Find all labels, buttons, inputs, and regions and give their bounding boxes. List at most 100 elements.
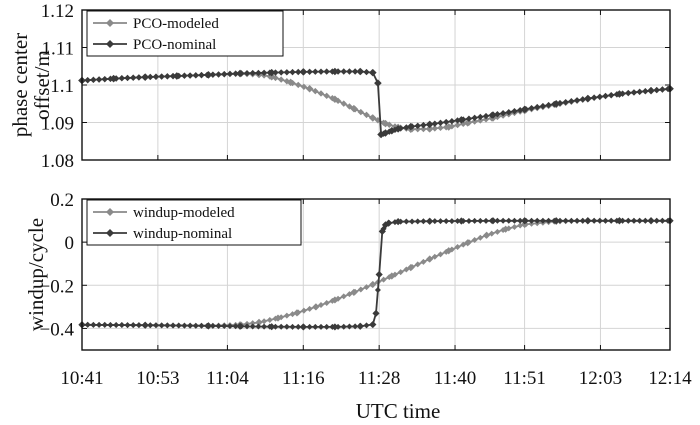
data-point <box>317 68 325 75</box>
data-point <box>352 323 359 330</box>
data-point <box>186 72 194 79</box>
data-point <box>556 99 564 107</box>
data-point <box>545 217 552 224</box>
data-point <box>642 88 649 95</box>
data-point <box>267 68 276 77</box>
data-point <box>602 217 609 224</box>
legend-entry: PCO-modeled <box>93 16 219 32</box>
series-PCO-nominal <box>78 67 674 139</box>
data-point <box>471 237 478 244</box>
data-point <box>425 120 434 129</box>
pco-y-ticks: 1.08 1.09 1.1 1.11 1.12 <box>41 1 671 172</box>
data-point <box>407 263 415 272</box>
data-point <box>158 322 165 329</box>
data-point <box>647 217 655 225</box>
data-point <box>249 323 256 330</box>
data-point <box>350 288 358 297</box>
data-point <box>289 323 296 330</box>
windup-axes-frame <box>81 198 671 351</box>
data-point <box>425 125 434 133</box>
data-point <box>457 217 465 225</box>
data-point <box>181 322 188 329</box>
data-point <box>312 303 320 311</box>
data-point <box>369 320 377 329</box>
legend-entry: PCO-nominal <box>93 37 216 53</box>
data-point <box>426 217 434 225</box>
data-point <box>494 228 501 235</box>
data-point <box>173 72 181 80</box>
data-point <box>340 293 347 300</box>
data-point <box>409 218 416 225</box>
data-point <box>596 217 603 224</box>
data-point <box>323 323 330 330</box>
data-point <box>306 68 313 75</box>
data-point <box>277 69 285 76</box>
data-point <box>636 88 643 96</box>
data-point <box>653 217 660 224</box>
data-point <box>477 234 484 241</box>
data-point <box>369 114 377 122</box>
data-point <box>260 69 268 77</box>
data-point <box>477 117 484 124</box>
pco-panel: 1.08 1.09 1.1 1.11 1.12 phase centeroffset/m… <box>8 1 674 172</box>
data-point <box>596 93 604 100</box>
data-point <box>363 322 370 329</box>
data-point <box>331 67 339 76</box>
data-point <box>267 72 276 81</box>
windup-y-ticks: −0.4 −0.2 0 0.2 <box>40 190 671 350</box>
data-point <box>198 71 205 79</box>
data-point <box>608 217 615 224</box>
data-point <box>375 270 383 279</box>
data-point <box>516 106 524 114</box>
data-point <box>653 86 660 94</box>
data-point <box>147 322 154 329</box>
data-point <box>444 123 453 131</box>
data-point <box>489 217 497 225</box>
y-tick-label: −0.4 <box>40 319 75 340</box>
data-point <box>584 94 592 103</box>
data-point <box>477 217 484 224</box>
windup-legend: windup-modeled windup-nominal <box>86 199 302 246</box>
x-tick-label: 12:14 <box>648 368 692 389</box>
data-point <box>378 227 386 235</box>
data-point <box>135 322 142 329</box>
data-point <box>323 92 330 100</box>
x-tick-label: 12:03 <box>579 368 622 389</box>
data-point <box>255 69 262 77</box>
data-point <box>482 116 490 123</box>
data-point <box>590 94 598 101</box>
data-point <box>579 217 586 224</box>
data-point <box>562 217 569 224</box>
data-point <box>584 217 592 225</box>
data-point <box>573 97 581 104</box>
data-point <box>471 114 478 122</box>
data-point <box>147 73 154 81</box>
data-point <box>465 115 473 122</box>
data-point <box>272 323 279 330</box>
data-point <box>243 70 251 77</box>
data-point <box>552 99 560 108</box>
data-point <box>414 261 421 268</box>
legend-box <box>86 199 302 246</box>
data-point <box>209 71 217 78</box>
data-point <box>488 230 495 237</box>
data-point <box>209 322 216 329</box>
x-tick-labels: 10:41 10:53 11:04 11:16 11:28 11:40 11:51 12:03… <box>60 368 692 389</box>
data-point <box>236 69 244 78</box>
data-point <box>647 86 655 95</box>
windup-panel: −0.4 −0.2 0 0.2 10:41 10:53 11:04 11:16 11:28 11… <box>24 190 692 423</box>
y-axis-label: offset/m <box>30 50 54 120</box>
data-point <box>107 321 114 328</box>
x-tick-label: 11:04 <box>206 368 249 389</box>
data-point <box>505 108 512 116</box>
data-point <box>124 74 131 82</box>
data-point <box>118 322 125 329</box>
data-point <box>568 98 575 105</box>
data-point <box>659 86 666 93</box>
x-tick-label: 10:41 <box>60 368 103 389</box>
pco-legend: PCO-modeled PCO-nominal <box>86 10 284 57</box>
data-point <box>141 321 149 329</box>
data-point <box>164 73 171 80</box>
y-tick-label: 1.08 <box>41 151 74 172</box>
data-point <box>170 322 177 329</box>
